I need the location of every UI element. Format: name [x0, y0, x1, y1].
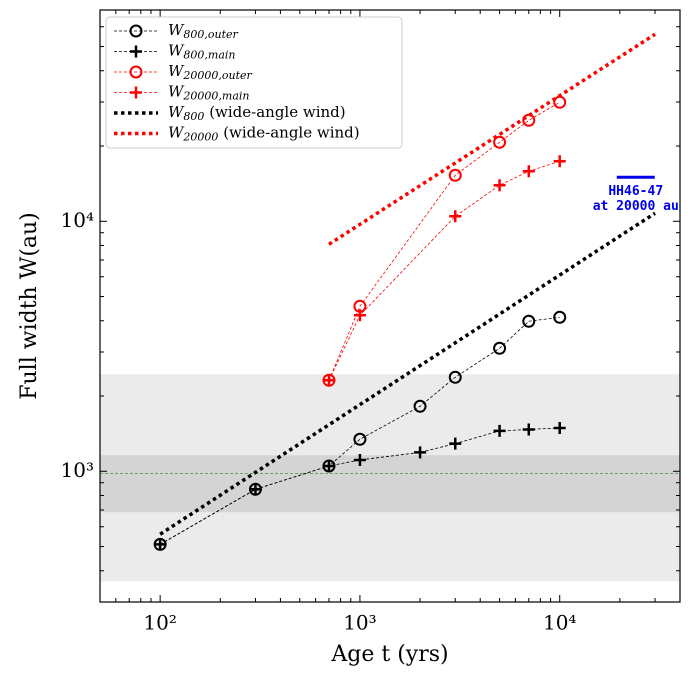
- annotation-text: at 20000 au: [593, 199, 679, 214]
- legend-entry: W20000 (wide-angle wind): [114, 124, 360, 144]
- marker: [414, 446, 427, 459]
- marker: [129, 24, 143, 38]
- y-axis-label: Full width W(au): [17, 212, 42, 400]
- annotation-text: HH46-47: [608, 184, 663, 199]
- marker: [249, 483, 262, 496]
- marker: [449, 437, 462, 450]
- legend-label: W20000,outer: [168, 62, 253, 82]
- marker: [322, 374, 335, 387]
- marker: [522, 314, 536, 328]
- marker: [413, 399, 427, 413]
- legend-box: [105, 16, 403, 149]
- marker: [322, 459, 335, 472]
- marker: [553, 310, 567, 324]
- series-line: [328, 32, 656, 246]
- marker: [448, 168, 462, 182]
- marker: [493, 341, 507, 355]
- marker: [449, 210, 462, 223]
- y-tick-label: 10³: [61, 458, 94, 482]
- legend-label: W800,main: [168, 42, 236, 62]
- legend-entry: W800 (wide-angle wind): [114, 103, 346, 123]
- legend-label: W20000,main: [168, 83, 250, 103]
- marker: [353, 309, 366, 322]
- legend-entry: W20000,outer: [114, 62, 253, 82]
- marker: [130, 45, 142, 58]
- marker: [154, 538, 167, 551]
- series-line: [159, 427, 560, 545]
- legend-label: W800,outer: [168, 21, 239, 41]
- x-tick-label: 10²: [143, 611, 176, 635]
- marker: [493, 135, 507, 149]
- marker: [493, 424, 506, 437]
- legend-entry: W20000,main: [114, 83, 250, 103]
- marker: [353, 453, 366, 466]
- plot-frame: [99, 9, 681, 603]
- shaded-band: [100, 455, 680, 513]
- legend-label: W20000 (wide-angle wind): [168, 124, 360, 144]
- legend-entry: W800,outer: [114, 21, 239, 41]
- marker: [553, 155, 566, 168]
- marker: [129, 65, 143, 79]
- y-tick-label: 10⁴: [61, 208, 94, 232]
- x-tick-label: 10³: [343, 611, 376, 635]
- marker: [553, 95, 567, 109]
- legend-label: W800 (wide-angle wind): [168, 103, 346, 123]
- x-tick-label: 10⁴: [543, 611, 576, 635]
- marker: [553, 421, 566, 434]
- marker: [130, 86, 142, 99]
- x-axis-label: Age t (yrs): [330, 642, 448, 667]
- legend-entry: W800,main: [114, 42, 236, 62]
- series-line: [328, 160, 560, 381]
- series-line: [159, 211, 656, 536]
- marker: [522, 423, 535, 436]
- marker: [493, 179, 506, 192]
- marker: [353, 432, 367, 446]
- marker: [448, 370, 462, 384]
- marker: [522, 165, 535, 178]
